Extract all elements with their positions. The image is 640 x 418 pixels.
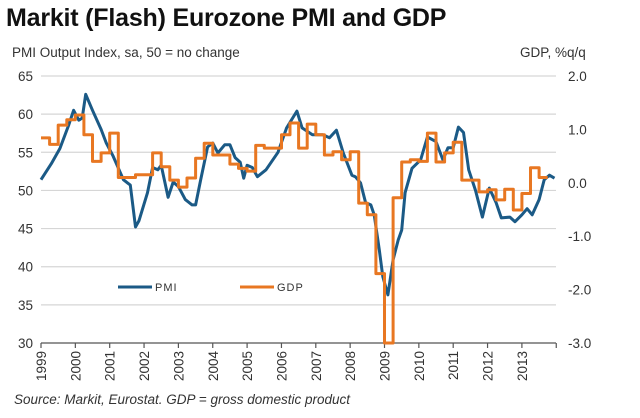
x-tick-label: 2013	[515, 351, 530, 381]
x-tick-label: 2006	[274, 351, 289, 381]
x-tick-label: 2003	[171, 351, 186, 381]
left-y-tick-labels: 30 35 40 45 50 55 60 65	[18, 69, 33, 351]
y-tick-label-left: 50	[18, 183, 33, 198]
right-axis-label: GDP, %q/q	[520, 45, 586, 60]
y-tick-label-left: 65	[18, 69, 33, 84]
y-tick-label-right: 1.0	[568, 122, 587, 137]
left-axis-label: PMI Output Index, sa, 50 = no change	[12, 45, 240, 60]
right-y-tick-labels: -3.0 -2.0 -1.0 0.0 1.0 2.0	[568, 69, 591, 351]
x-tick-label: 2011	[446, 351, 461, 380]
x-tick-label: 2007	[309, 351, 324, 381]
x-axis	[40, 342, 557, 348]
chart-title: Markit (Flash) Eurozone PMI and GDP	[6, 4, 447, 32]
source-note: Source: Markit, Eurostat. GDP = gross do…	[14, 392, 351, 407]
y-tick-label-right: 2.0	[568, 69, 587, 84]
y-tick-label-right: -3.0	[568, 336, 591, 351]
x-tick-label: 2004	[206, 351, 221, 382]
x-tick-label: 2001	[103, 351, 118, 381]
y-tick-label-left: 45	[18, 222, 33, 237]
x-tick-labels: 1999 2000 2001 2002 2003 2004 2005 2006 2007 2008…	[34, 351, 530, 382]
y-tick-label-right: -1.0	[568, 229, 591, 244]
x-tick-label: 2002	[137, 351, 152, 381]
y-tick-label-left: 40	[18, 260, 33, 275]
y-tick-label-left: 35	[18, 298, 33, 313]
y-tick-label-right: -2.0	[568, 283, 591, 298]
x-tick-label: 2012	[481, 351, 496, 381]
series-lines	[39, 92, 556, 345]
x-tick-label: 2008	[343, 351, 358, 381]
y-tick-label-right: 0.0	[568, 176, 587, 191]
x-tick-label: 2009	[378, 351, 393, 381]
y-tick-label-left: 30	[18, 336, 33, 351]
x-tick-label: 2010	[412, 351, 427, 381]
legend: PMI GDP	[118, 282, 304, 294]
legend-label-pmi: PMI	[155, 282, 178, 294]
legend-label-gdp: GDP	[277, 282, 304, 294]
x-tick-label: 1999	[34, 351, 49, 381]
x-tick-label: 2000	[68, 351, 83, 381]
y-tick-label-left: 55	[18, 145, 33, 160]
x-tick-label: 2005	[240, 351, 255, 381]
series-pmi-line	[39, 92, 556, 297]
y-tick-label-left: 60	[18, 107, 33, 122]
series-gdp-line	[41, 113, 548, 345]
